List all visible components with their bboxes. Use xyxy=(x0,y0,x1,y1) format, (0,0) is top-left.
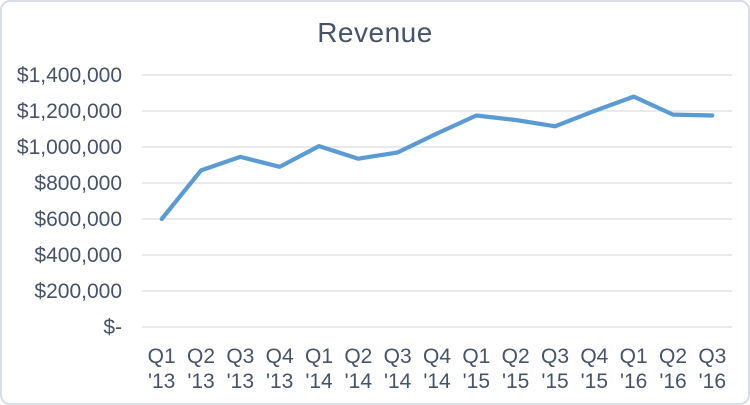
y-axis-tick-label: $1,400,000 xyxy=(17,64,122,87)
x-axis-tick-label: Q4'15 xyxy=(580,345,608,393)
x-axis-tick-label: Q3'13 xyxy=(226,345,254,393)
x-axis-tick-label: Q2'14 xyxy=(344,345,372,393)
x-axis-tick-label: Q3'16 xyxy=(698,345,726,393)
x-axis-tick-label: Q1'14 xyxy=(305,345,333,393)
y-axis-tick-label: $1,000,000 xyxy=(17,136,122,159)
y-axis-tick-label: $400,000 xyxy=(34,244,122,267)
revenue-series-line xyxy=(159,94,715,222)
chart-title: Revenue xyxy=(317,17,433,48)
x-axis-tick-label: Q1'16 xyxy=(620,345,648,393)
y-axis-tick-label: $1,200,000 xyxy=(17,100,122,123)
y-axis-tick-label: $200,000 xyxy=(34,280,122,303)
x-axis-tick-label: Q4'13 xyxy=(266,345,294,393)
x-axis-tick-label: Q2'13 xyxy=(187,345,215,393)
x-axis-tick-label: Q3'15 xyxy=(541,345,569,393)
y-axis-tick-label: $- xyxy=(103,316,122,339)
y-axis-tick-label: $600,000 xyxy=(34,208,122,231)
x-axis-tick-label: Q4'14 xyxy=(423,345,451,393)
x-axis-tick-label: Q2'16 xyxy=(659,345,687,393)
x-axis-tick-label: Q1'15 xyxy=(462,345,490,393)
x-axis-tick-label: Q1'13 xyxy=(148,345,176,393)
x-axis-tick-label: Q3'14 xyxy=(384,345,412,393)
x-axis-tick-label: Q2'15 xyxy=(502,345,530,393)
y-axis-tick-label: $800,000 xyxy=(34,172,122,195)
